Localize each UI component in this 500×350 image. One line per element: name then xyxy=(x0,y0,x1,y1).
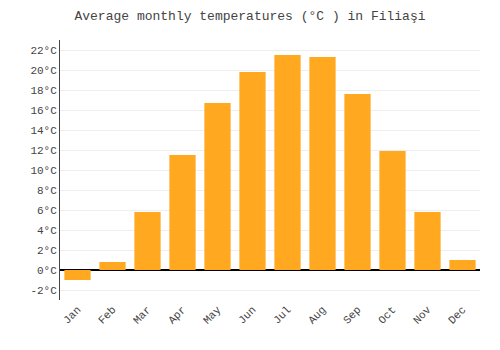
svg-text:Feb: Feb xyxy=(96,304,118,326)
svg-text:0°C: 0°C xyxy=(37,265,57,277)
svg-text:18°C: 18°C xyxy=(30,85,57,97)
svg-text:4°C: 4°C xyxy=(37,225,57,237)
svg-text:Jul: Jul xyxy=(271,304,293,326)
svg-text:Jun: Jun xyxy=(236,304,258,326)
svg-text:Average monthly temperatures (: Average monthly temperatures (°C ) in Fi… xyxy=(74,9,425,24)
svg-text:20°C: 20°C xyxy=(30,65,57,77)
svg-text:Aug: Aug xyxy=(306,304,328,326)
svg-text:8°C: 8°C xyxy=(37,185,57,197)
svg-text:16°C: 16°C xyxy=(30,105,57,117)
svg-text:14°C: 14°C xyxy=(30,125,57,137)
svg-text:Nov: Nov xyxy=(411,304,434,327)
svg-text:Oct: Oct xyxy=(376,304,398,326)
svg-text:6°C: 6°C xyxy=(37,205,57,217)
svg-text:2°C: 2°C xyxy=(37,245,57,257)
svg-text:Mar: Mar xyxy=(131,304,153,326)
svg-text:-2°C: -2°C xyxy=(30,285,57,297)
svg-text:Sep: Sep xyxy=(341,304,363,326)
svg-text:Apr: Apr xyxy=(166,304,188,326)
svg-text:22°C: 22°C xyxy=(30,45,57,57)
svg-text:12°C: 12°C xyxy=(30,145,57,157)
svg-text:May: May xyxy=(201,304,224,327)
svg-text:10°C: 10°C xyxy=(30,165,57,177)
svg-text:Jan: Jan xyxy=(61,304,83,326)
svg-text:Dec: Dec xyxy=(446,304,468,326)
